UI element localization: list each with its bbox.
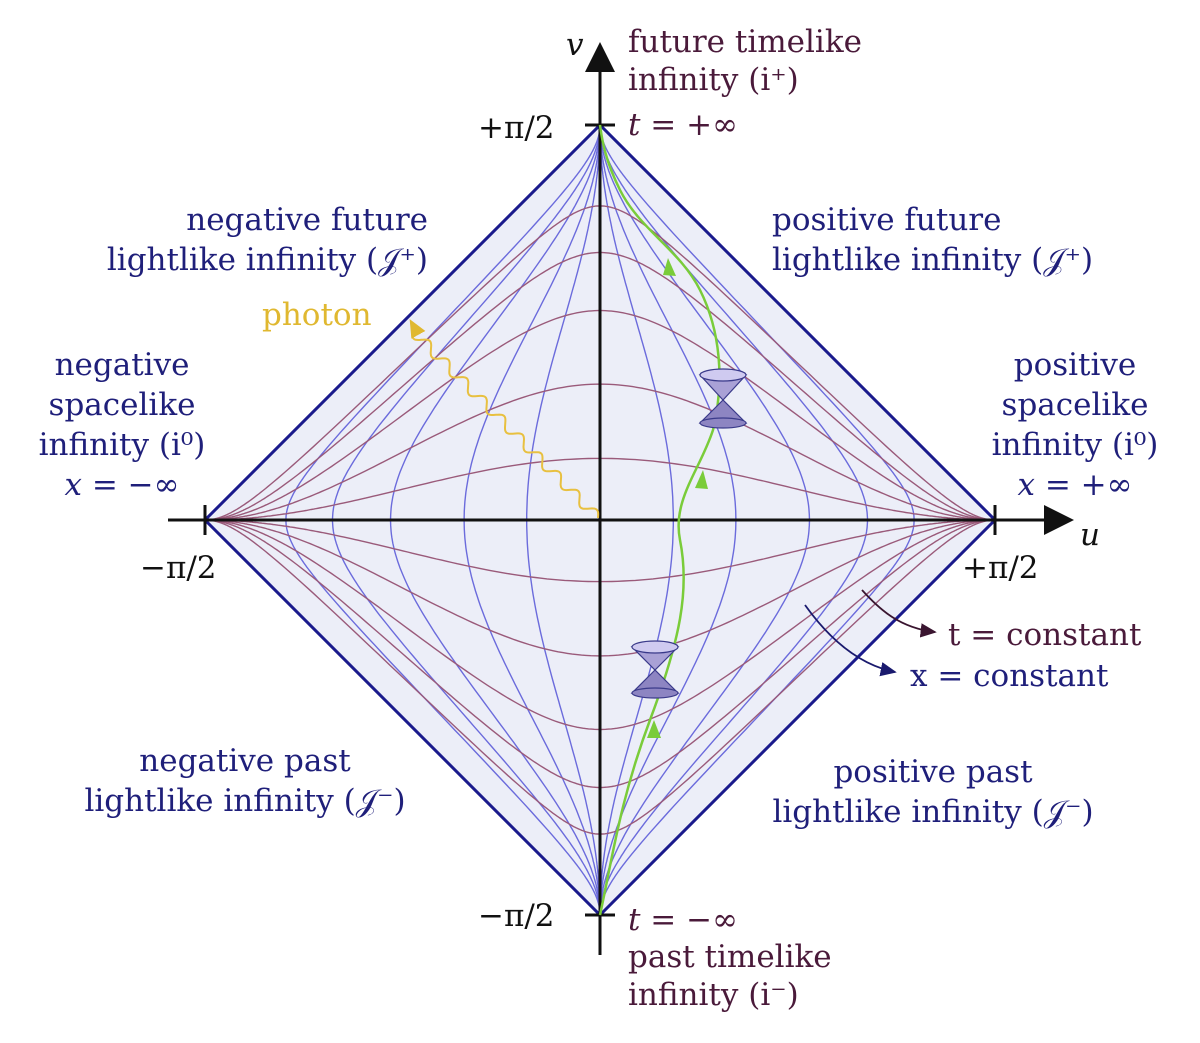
neg-future-lightlike-line1: negative future [186,202,428,238]
worldline-arrow-1 [647,720,661,738]
v-axis-label: v [566,27,584,63]
u-left-tick-label: −π/2 [140,550,217,586]
x-constant-label: x = constant [910,658,1109,694]
light-cone-upper [698,368,748,429]
neg-spacelike-line2: spacelike [49,387,196,423]
t-constant-label: t = constant [948,617,1142,653]
neg-spacelike-line1: negative [55,347,190,383]
pos-future-lightlike-line1: positive future [772,202,1001,238]
pos-spacelike-line4: x = +∞ [1018,467,1133,503]
pos-past-lightlike-line2: lightlike infinity (𝒥⁻) [772,794,1093,830]
light-cone-lower [630,640,680,699]
future-timelike-line2: infinity (i⁺) [628,62,799,98]
neg-past-lightlike-line1: negative past [139,743,351,779]
worldline-arrow-3 [663,258,676,276]
v-top-tick-label: +π/2 [478,110,555,146]
photon-label: photon [262,297,372,333]
future-timelike-line3: t = +∞ [628,107,738,143]
u-right-tick-label: +π/2 [962,550,1039,586]
worldline-arrow-2 [695,470,708,489]
u-axis-label: u [1080,517,1100,553]
observer-worldline [598,124,721,916]
neg-past-lightlike-line2: lightlike infinity (𝒥⁻) [84,783,405,819]
past-timelike-line1: t = −∞ [628,902,738,938]
neg-spacelike-line3: infinity (i⁰) [39,427,206,463]
t-constant-pointer [861,589,937,638]
pos-spacelike-line1: positive [1014,347,1137,383]
neg-future-lightlike-line2: lightlike infinity (𝒥⁺) [107,242,428,278]
pos-spacelike-line2: spacelike [1002,387,1149,423]
x-constant-pointer [804,604,897,677]
v-bottom-tick-label: −π/2 [478,898,555,934]
past-timelike-line3: infinity (i⁻) [628,977,799,1013]
future-timelike-line1: future timelike [628,24,862,60]
pos-spacelike-line3: infinity (i⁰) [992,427,1159,463]
neg-spacelike-line4: x = −∞ [65,467,180,503]
pos-future-lightlike-line2: lightlike infinity (𝒥⁺) [772,242,1093,278]
past-timelike-line2: past timelike [628,939,832,975]
photon-worldline [409,319,600,519]
pos-past-lightlike-line1: positive past [833,754,1033,790]
